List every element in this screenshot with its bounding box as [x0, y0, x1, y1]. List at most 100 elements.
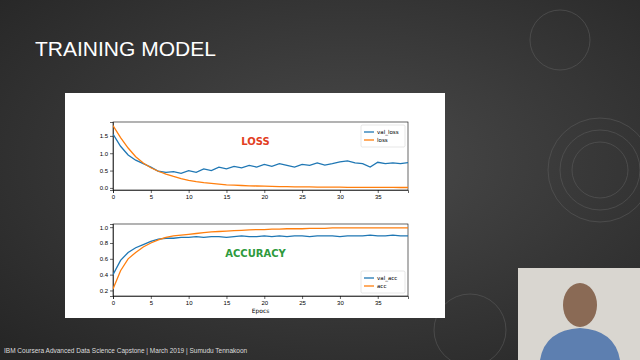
tick-label: 0.6 — [100, 256, 109, 262]
tick-mark — [264, 190, 265, 193]
legend-swatch — [364, 277, 374, 278]
legend-box — [361, 125, 405, 147]
legend-swatch — [364, 139, 374, 140]
chart-panel — [65, 93, 445, 318]
tick: 30 — [337, 190, 344, 200]
tick-label: 1.5 — [100, 133, 109, 139]
chart-title: ACCURACY — [225, 248, 286, 259]
tick-mark — [340, 296, 341, 299]
decoration — [434, 10, 640, 360]
tick-label: 25 — [299, 300, 306, 306]
legend-swatch — [364, 285, 374, 286]
tick-mark — [226, 296, 227, 299]
tick-label: 0 — [112, 194, 116, 200]
x-axis: 0 5 10 15 20 25 30 35 — [112, 190, 409, 200]
tick: 1.5 — [100, 133, 113, 139]
tick-mark — [110, 227, 113, 228]
chart-title: LOSS — [241, 136, 269, 147]
axis-line — [114, 297, 409, 300]
tick-mark — [378, 296, 379, 299]
tick-mark — [302, 190, 303, 193]
tick-label: 20 — [261, 194, 268, 200]
tick-label: 30 — [337, 194, 344, 200]
ring — [560, 130, 640, 210]
tick-mark — [151, 190, 152, 193]
tick: 1.0 — [100, 151, 113, 157]
background — [0, 0, 640, 360]
tick-mark — [110, 290, 113, 291]
tick-label: 35 — [375, 194, 382, 200]
axis-line — [110, 225, 114, 297]
tick-mark — [110, 153, 113, 154]
legend: val_accacc — [361, 271, 405, 293]
series-line — [113, 235, 408, 275]
tick-label: 0.0 — [100, 185, 109, 191]
tick-mark — [110, 188, 113, 189]
legend-label: acc — [377, 283, 386, 289]
chart: 0 5 10 15 20 25 30 35 0.2 0.4 0.6 0.8 1.0 ACCURACY Epo… — [100, 224, 409, 315]
tick-mark — [189, 190, 190, 193]
tick-mark — [264, 296, 265, 299]
axis-line — [110, 123, 114, 191]
tick: 0.4 — [100, 272, 113, 278]
tick: 0 — [112, 190, 116, 200]
plot-frame — [113, 224, 408, 296]
tick-mark — [189, 296, 190, 299]
tick: 30 — [337, 296, 344, 306]
tick: 0.2 — [100, 288, 113, 294]
tick-mark — [151, 296, 152, 299]
legend: val_lossloss — [361, 125, 405, 147]
ring — [530, 10, 590, 70]
tick-label: 35 — [375, 300, 382, 306]
x-axis-label: Epocs — [252, 307, 270, 315]
legend-label: val_loss — [377, 129, 399, 136]
ring — [572, 142, 628, 198]
legend-label: val_acc — [377, 275, 397, 282]
tick: 5 — [150, 190, 154, 200]
lines — [113, 125, 408, 187]
tick-mark — [110, 243, 113, 244]
tick: 15 — [224, 296, 231, 306]
tick-label: 0.5 — [100, 168, 109, 174]
tick-label: 15 — [224, 194, 231, 200]
tick-label: 1.0 — [100, 225, 109, 231]
tick-mark — [340, 190, 341, 193]
tick: 15 — [224, 190, 231, 200]
person-body — [540, 328, 620, 360]
tick-label: 0.2 — [100, 288, 109, 294]
tick: 10 — [186, 190, 193, 200]
tick-label: 25 — [299, 194, 306, 200]
tick: 10 — [186, 296, 193, 306]
chart: 0 5 10 15 20 25 30 35 0.0 0.5 1.0 1.5 LOSS val_losslo… — [100, 122, 409, 200]
legend-box — [361, 271, 405, 293]
tick: 0 — [112, 296, 116, 306]
tick: 20 — [261, 296, 268, 306]
ring — [548, 118, 640, 222]
tick: 25 — [299, 190, 306, 200]
plot-frame — [113, 122, 408, 190]
legend-swatch — [364, 131, 374, 132]
tick-label: 0.8 — [100, 240, 109, 246]
tick: 35 — [375, 190, 382, 200]
tick-mark — [302, 296, 303, 299]
tick: 0.5 — [100, 168, 113, 174]
slide-title: TRAINING MODEL — [35, 37, 216, 60]
webcam-frame — [518, 268, 640, 360]
person-head — [563, 283, 597, 327]
x-axis: 0 5 10 15 20 25 30 35 — [112, 296, 409, 306]
tick: 5 — [150, 296, 154, 306]
tick-label: 30 — [337, 300, 344, 306]
tick-mark — [110, 275, 113, 276]
tick-mark — [110, 259, 113, 260]
y-axis: 0.2 0.4 0.6 0.8 1.0 — [100, 225, 114, 297]
legend-label: loss — [377, 137, 388, 143]
tick-label: 20 — [261, 300, 268, 306]
tick-label: 0 — [112, 300, 116, 306]
tick-label: 1.0 — [100, 151, 109, 157]
y-axis: 0.0 0.5 1.0 1.5 — [100, 123, 114, 192]
tick: 0.6 — [100, 256, 113, 262]
axis-line — [114, 191, 409, 194]
tick: 0.0 — [100, 185, 113, 191]
tick-label: 15 — [224, 300, 231, 306]
series-line — [113, 125, 408, 187]
